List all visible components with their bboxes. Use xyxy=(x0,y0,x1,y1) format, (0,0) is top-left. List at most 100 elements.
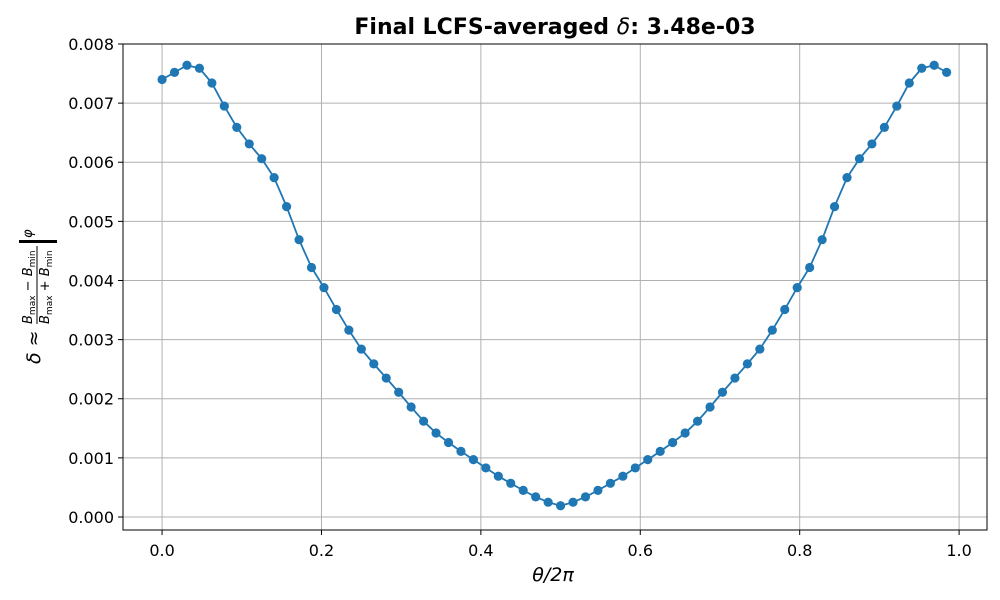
data-point xyxy=(867,139,877,149)
data-point xyxy=(630,463,640,473)
data-point xyxy=(207,78,217,88)
data-points xyxy=(157,60,952,511)
x-tick-label: 0.4 xyxy=(468,541,493,560)
ylabel-num-mid: − xyxy=(21,276,36,295)
data-point xyxy=(555,501,566,511)
series-line xyxy=(161,64,948,507)
data-point xyxy=(381,373,391,383)
data-point xyxy=(842,173,852,183)
data-point xyxy=(244,139,254,149)
data-point xyxy=(668,437,678,448)
y-tick-label: 0.002 xyxy=(68,390,114,409)
data-point xyxy=(593,485,603,495)
data-point xyxy=(219,101,229,111)
chart-title: Final LCFS-averaged δ: 3.48e-03 xyxy=(354,15,755,40)
data-point xyxy=(543,497,553,507)
x-tick-label: 1.0 xyxy=(946,541,971,560)
y-tick-label: 0.005 xyxy=(68,212,114,231)
ylabel-evaluation-bar xyxy=(19,240,57,243)
data-point xyxy=(929,60,939,70)
data-point xyxy=(780,304,790,315)
data-point xyxy=(306,262,317,273)
ylabel-den-left-sub: max xyxy=(45,295,55,315)
ylabel-den-right: B xyxy=(38,267,53,276)
data-point xyxy=(692,416,703,426)
data-point xyxy=(792,282,802,293)
y-tick-label: 0.004 xyxy=(68,271,114,290)
data-point xyxy=(655,446,665,456)
y-tick-label: 0.006 xyxy=(68,153,114,172)
data-point xyxy=(356,344,366,354)
data-point xyxy=(580,492,591,502)
data-point xyxy=(717,387,728,397)
x-axis-label: θ/2π xyxy=(532,564,574,586)
data-point xyxy=(917,63,927,73)
y-tick-label: 0.000 xyxy=(68,508,114,527)
title-prefix: Final LCFS-averaged xyxy=(354,15,616,40)
data-point xyxy=(755,344,765,354)
data-point xyxy=(817,235,827,245)
data-point xyxy=(618,471,628,481)
data-point xyxy=(742,359,752,369)
data-point xyxy=(680,428,690,438)
data-point xyxy=(319,282,329,293)
data-point xyxy=(331,304,342,315)
data-point xyxy=(942,67,952,77)
data-point xyxy=(194,63,205,73)
data-point xyxy=(767,325,777,335)
data-point xyxy=(182,60,192,70)
ylabel-delta: δ xyxy=(23,352,45,364)
ylabel-den-mid: + xyxy=(38,276,53,295)
ylabel-phi: φ xyxy=(21,229,36,238)
series-line-group xyxy=(161,64,948,507)
data-point xyxy=(443,437,454,448)
data-point xyxy=(643,455,653,465)
svg-text:δ ≈: δ ≈ xyxy=(23,330,45,364)
y-axis-ticks: 0.000 0.001 0.002 0.003 0.004 0.005 0.006 0.007… xyxy=(68,35,123,527)
data-point xyxy=(892,101,902,111)
data-point xyxy=(468,455,479,465)
data-point xyxy=(805,262,815,273)
data-point xyxy=(879,122,889,132)
plot-frame xyxy=(122,43,988,531)
data-point xyxy=(257,154,267,164)
data-point xyxy=(493,471,503,481)
data-point xyxy=(506,478,516,488)
title-suffix: : 3.48e-03 xyxy=(630,15,755,40)
x-tick-label: 0.2 xyxy=(309,541,334,560)
data-point xyxy=(829,201,840,212)
data-point xyxy=(705,402,715,412)
data-point xyxy=(531,492,541,502)
data-point xyxy=(854,154,865,164)
x-tick-label: 0.0 xyxy=(149,541,174,560)
svg-text:Bmax + Bmin: Bmax + Bmin xyxy=(38,250,55,324)
data-point xyxy=(369,359,379,369)
data-point xyxy=(568,497,578,507)
data-point xyxy=(294,235,304,245)
ylabel-num-left: B xyxy=(21,315,36,324)
title-symbol: δ xyxy=(617,15,630,40)
data-point xyxy=(394,387,404,397)
data-point xyxy=(730,373,740,383)
x-tick-label: 0.8 xyxy=(787,541,812,560)
x-axis-ticks: 0.0 0.2 0.4 0.6 0.8 1.0 xyxy=(149,530,972,560)
data-point xyxy=(269,173,279,183)
data-point xyxy=(456,446,466,456)
grid-lines xyxy=(123,43,987,530)
data-point xyxy=(418,416,429,426)
data-point xyxy=(169,67,180,77)
ylabel-num-right: B xyxy=(21,267,36,276)
data-point xyxy=(518,485,528,495)
y-axis-label: δ ≈ Bmax − Bmin Bmax + Bmin φ xyxy=(19,229,57,364)
y-tick-label: 0.001 xyxy=(68,449,114,468)
x-tick-label: 0.6 xyxy=(628,541,653,560)
ylabel-den-right-sub: min xyxy=(45,250,55,267)
data-point xyxy=(344,325,354,335)
data-point xyxy=(605,478,615,488)
y-tick-label: 0.008 xyxy=(68,35,114,54)
ylabel-num-left-sub: max xyxy=(28,295,38,315)
data-point xyxy=(481,463,491,473)
data-point xyxy=(281,201,292,212)
data-point xyxy=(431,428,441,438)
